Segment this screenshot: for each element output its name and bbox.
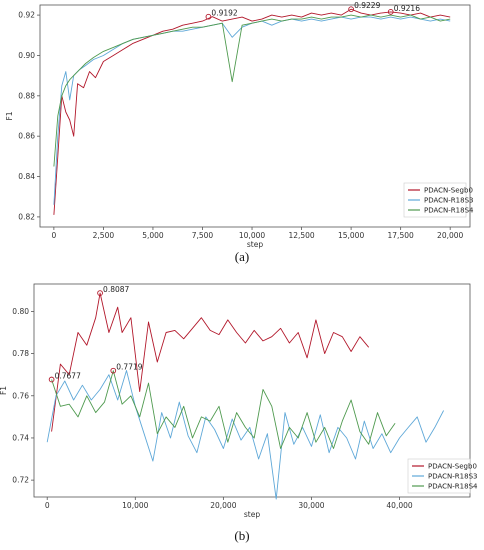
- max-marker: [205, 13, 212, 20]
- caption-b: (b): [234, 528, 250, 543]
- plot-area-b: 0.72 0.74 0.76 0.78 0.80 0 10,000 20,000 30,000 4…: [0, 283, 478, 519]
- y-axis-label: F1: [5, 111, 14, 120]
- series-line-pdacn-r18s3: [53, 16, 451, 205]
- y-tick-label: 0.78: [12, 349, 29, 358]
- y-tick-label: 0.92: [18, 11, 35, 20]
- y-tick-label: 0.82: [18, 212, 35, 221]
- max-marker: [387, 9, 394, 15]
- x-tick-label: 20,000: [210, 501, 236, 510]
- plot-frame: [33, 283, 471, 498]
- y-tick-label: 0.90: [18, 51, 35, 60]
- series-line-pdacn-segb0: [51, 292, 370, 432]
- legend-label: PDACN-Segb0: [428, 463, 477, 471]
- plot-frame: [39, 4, 471, 228]
- max-marker: [97, 290, 103, 296]
- annotation-label: 0.9192: [211, 9, 237, 18]
- x-axis-label: step: [244, 510, 260, 519]
- series-line-pdacn-r18s3: [46, 370, 444, 500]
- caption-a: (a): [234, 249, 250, 264]
- chart-a: 0.82 0.84 0.86 0.88 0.90 0.92 0 2,500 5,000 7,500…: [5, 1, 474, 249]
- max-marker: [110, 367, 117, 374]
- x-tick-label: 12,500: [288, 231, 314, 240]
- x-tick-label: 0: [51, 231, 56, 240]
- x-tick-label: 0: [45, 501, 50, 510]
- x-tick-label: 20,000: [437, 231, 463, 240]
- max-marker: [48, 376, 55, 383]
- x-tick-label: 10,000: [239, 231, 265, 240]
- series-line-pdacn-segb0: [53, 8, 451, 215]
- y-tick-label: 0.84: [18, 172, 35, 181]
- x-tick-label: 5,000: [142, 231, 164, 240]
- series-line-pdacn-r18s4: [51, 370, 396, 449]
- annotation-label: 0.7677: [55, 372, 81, 381]
- series-line-pdacn-r18s4: [53, 14, 451, 167]
- y-tick-label: 0.80: [12, 307, 29, 316]
- legend-label: PDACN-Segb0: [424, 187, 473, 195]
- y-axis-label: F1: [0, 386, 8, 395]
- legend: PDACN-Segb0 PDACN-R18S3 PDACN-R18S4: [403, 182, 474, 218]
- y-tick-label: 0.86: [18, 132, 35, 141]
- x-tick-label: 7,500: [192, 231, 214, 240]
- legend: PDACN-Segb0 PDACN-R18S3 PDACN-R18S4: [407, 458, 478, 494]
- x-tick-label: 40,000: [386, 501, 412, 510]
- annotation-label: 0.7719: [116, 363, 142, 372]
- max-marker: [348, 6, 354, 13]
- x-axis-label: step: [247, 240, 263, 249]
- y-tick-label: 0.88: [18, 91, 35, 100]
- legend-label: PDACN-R18S4: [424, 207, 474, 215]
- y-tick-label: 0.72: [12, 476, 29, 485]
- x-tick-label: 2,500: [93, 231, 115, 240]
- x-tick-label: 10,000: [122, 501, 148, 510]
- annotation-label: 0.9216: [394, 4, 420, 13]
- x-tick-label: 17,500: [388, 231, 414, 240]
- annotation-label: 0.9229: [354, 1, 380, 10]
- x-tick-label: 15,000: [338, 231, 364, 240]
- annotation-label: 0.8087: [103, 285, 129, 294]
- x-tick-label: 30,000: [298, 501, 324, 510]
- y-tick-label: 0.74: [12, 433, 29, 442]
- chart-b: 0.72 0.74 0.76 0.78 0.80 0 10,000 20,000 30,000 4…: [0, 283, 478, 519]
- y-tick-label: 0.76: [12, 391, 29, 400]
- legend-label: PDACN-R18S3: [428, 473, 477, 481]
- plot-area-a: 0.82 0.84 0.86 0.88 0.90 0.92 0 2,500 5,000 7,500…: [5, 1, 474, 249]
- legend-label: PDACN-R18S4: [428, 483, 478, 491]
- legend-label: PDACN-R18S3: [424, 197, 473, 205]
